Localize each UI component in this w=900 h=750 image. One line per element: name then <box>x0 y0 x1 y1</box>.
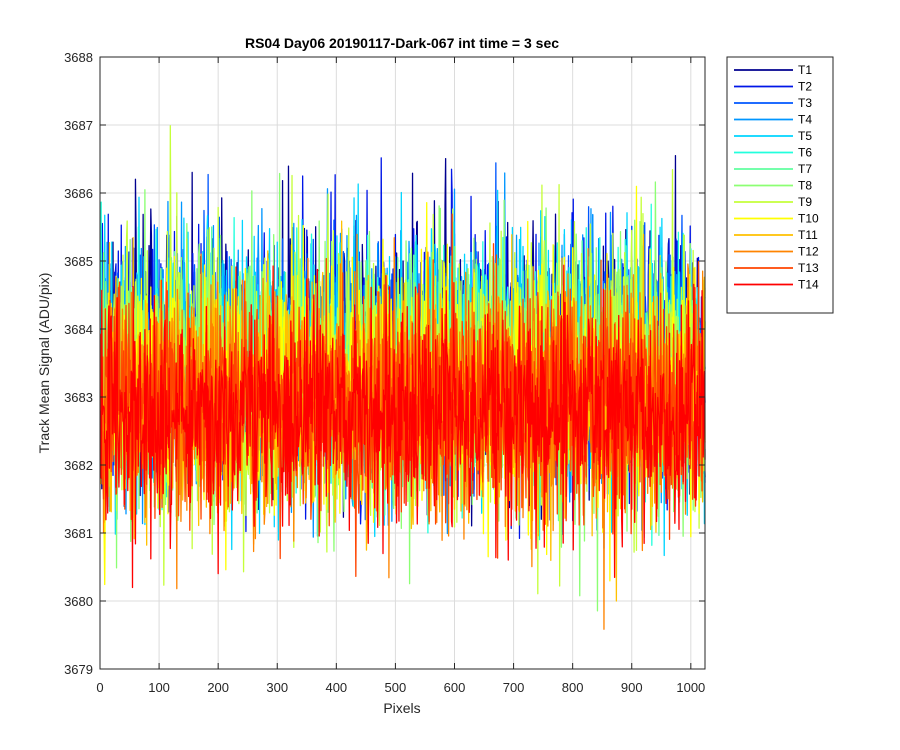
y-tick-label: 3682 <box>64 458 93 473</box>
y-tick-label: 3683 <box>64 390 93 405</box>
x-tick-label: 600 <box>444 680 466 695</box>
series-lines <box>99 125 706 630</box>
x-tick-label: 200 <box>207 680 229 695</box>
legend-label: T11 <box>798 228 818 242</box>
legend-entry-t6: T6 <box>734 146 812 160</box>
legend-entry-t8: T8 <box>734 179 812 193</box>
legend: T1 T2 T3 T4 T5 T6 T7 T8 T9 T10 T11 T12 T13 T14 <box>726 56 834 314</box>
legend-label: T1 <box>798 63 812 77</box>
x-tick-label: 1000 <box>676 680 705 695</box>
legend-entry-t7: T7 <box>734 162 812 176</box>
y-tick-label: 3686 <box>64 186 93 201</box>
legend-entry-t3: T3 <box>734 96 812 110</box>
y-tick-label: 3688 <box>64 50 93 65</box>
legend-label: T14 <box>798 278 819 292</box>
y-axis-label: Track Mean Signal (ADU/pix) <box>36 273 52 454</box>
y-tick-label: 3679 <box>64 662 93 677</box>
x-axis-label: Pixels <box>383 700 420 716</box>
legend-label: T9 <box>798 195 812 209</box>
legend-entry-t1: T1 <box>734 63 812 77</box>
legend-label: T10 <box>798 212 819 226</box>
legend-label: T2 <box>798 80 812 94</box>
x-tick-label: 300 <box>266 680 288 695</box>
y-tick-label: 3681 <box>64 526 93 541</box>
chart-title: RS04 Day06 20190117-Dark-067 int time = … <box>245 35 559 51</box>
legend-label: T8 <box>798 179 812 193</box>
x-tick-label: 900 <box>621 680 643 695</box>
legend-entry-t5: T5 <box>734 129 812 143</box>
legend-label: T13 <box>798 261 819 275</box>
x-tick-label: 800 <box>562 680 584 695</box>
x-tick-label: 0 <box>96 680 103 695</box>
plot-area: 0 100 200 300 400 500 600 700 800 900 1000 3679 3680… <box>64 50 706 695</box>
legend-entry-t11: T11 <box>734 228 818 242</box>
y-tick-label: 3687 <box>64 118 93 133</box>
x-tick-label: 700 <box>503 680 525 695</box>
legend-entry-t4: T4 <box>734 113 812 127</box>
x-tick-label: 100 <box>148 680 170 695</box>
y-tick-label: 3684 <box>64 322 93 337</box>
legend-label: T5 <box>798 129 812 143</box>
legend-entry-t2: T2 <box>734 80 812 94</box>
legend-label: T12 <box>798 245 819 259</box>
legend-entry-t12: T12 <box>734 245 819 259</box>
legend-label: T7 <box>798 162 812 176</box>
legend-entry-t9: T9 <box>734 195 812 209</box>
x-tick-label: 400 <box>325 680 347 695</box>
y-tick-label: 3680 <box>64 594 93 609</box>
legend-label: T6 <box>798 146 812 160</box>
legend-label: T3 <box>798 96 812 110</box>
y-tick-label: 3685 <box>64 254 93 269</box>
legend-entry-t13: T13 <box>734 261 819 275</box>
series-line-t14 <box>99 264 706 589</box>
x-tick-label: 500 <box>385 680 407 695</box>
axis-ticks: 0 100 200 300 400 500 600 700 800 900 1000 3679 3680… <box>64 50 705 695</box>
legend-entry-t14: T14 <box>734 278 819 292</box>
legend-label: T4 <box>798 113 812 127</box>
legend-entry-t10: T10 <box>734 212 819 226</box>
axes-box <box>99 56 706 670</box>
